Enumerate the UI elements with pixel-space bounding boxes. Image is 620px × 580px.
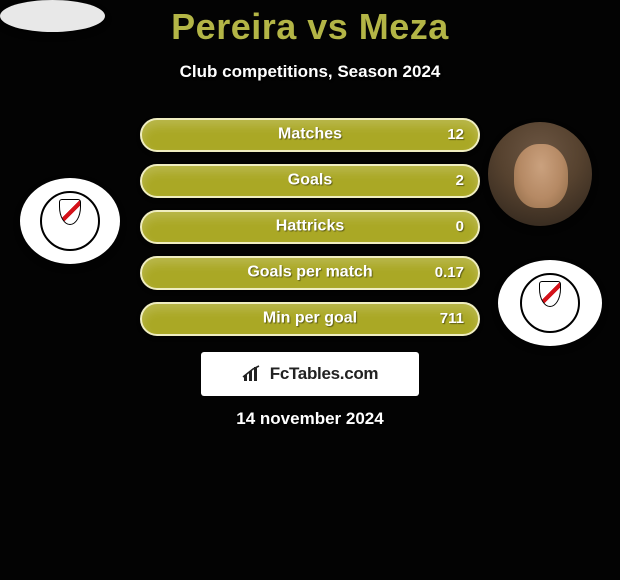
date-label: 14 november 2024 xyxy=(0,409,620,429)
stat-value-right: 0 xyxy=(456,218,464,235)
stat-value-right: 2 xyxy=(456,172,464,189)
stat-row-matches: Matches 12 xyxy=(140,118,480,152)
stat-label: Goals xyxy=(288,172,332,190)
stats-panel: Matches 12 Goals 2 Hattricks 0 Goals per… xyxy=(140,118,480,348)
page-subtitle: Club competitions, Season 2024 xyxy=(0,62,620,82)
stat-label: Matches xyxy=(278,126,342,144)
stat-value-right: 0.17 xyxy=(435,264,464,281)
branding-badge[interactable]: FcTables.com xyxy=(201,352,419,396)
bar-chart-icon xyxy=(242,365,264,383)
river-plate-crest-icon xyxy=(520,273,580,333)
page-title: Pereira vs Meza xyxy=(0,6,620,48)
stat-value-right: 711 xyxy=(440,310,464,327)
player-right-photo xyxy=(488,122,592,226)
player-left-club-crest xyxy=(20,178,120,264)
stat-row-min-per-goal: Min per goal 711 xyxy=(140,302,480,336)
stat-label: Hattricks xyxy=(276,218,344,236)
stat-label: Min per goal xyxy=(263,310,357,328)
stat-value-right: 12 xyxy=(447,126,464,143)
river-plate-crest-icon xyxy=(40,191,100,251)
player-right-club-crest xyxy=(498,260,602,346)
stat-row-goals: Goals 2 xyxy=(140,164,480,198)
stat-row-hattricks: Hattricks 0 xyxy=(140,210,480,244)
branding-text: FcTables.com xyxy=(270,364,379,384)
stat-row-goals-per-match: Goals per match 0.17 xyxy=(140,256,480,290)
stat-label: Goals per match xyxy=(247,264,372,282)
